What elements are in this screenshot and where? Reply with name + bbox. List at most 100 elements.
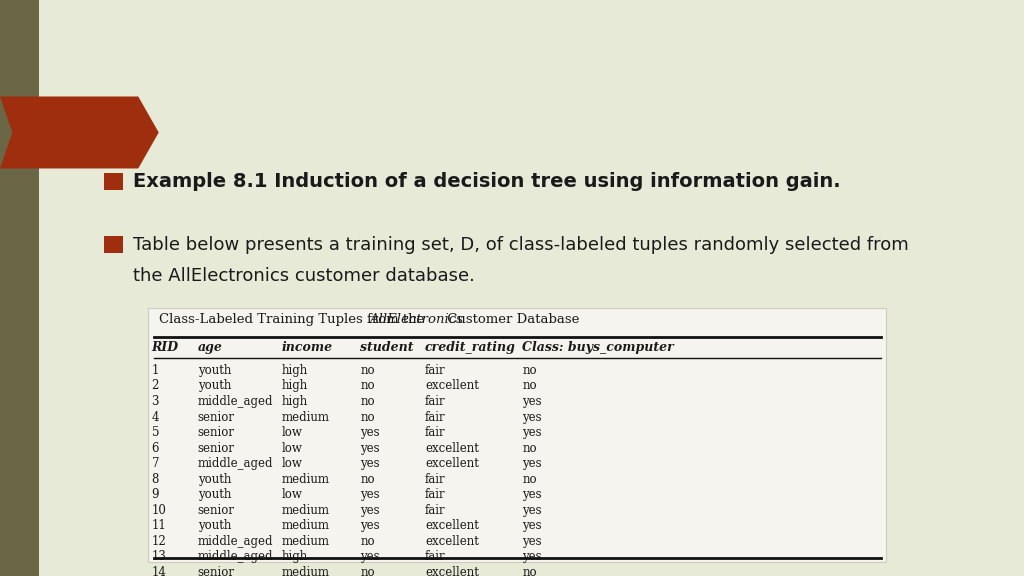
Text: high: high (282, 551, 308, 563)
Text: no: no (522, 364, 537, 377)
Text: 12: 12 (152, 535, 166, 548)
Text: RID: RID (152, 341, 178, 354)
Text: 2: 2 (152, 380, 159, 392)
Text: 13: 13 (152, 551, 167, 563)
Polygon shape (0, 97, 159, 169)
Text: medium: medium (282, 504, 330, 517)
Text: 14: 14 (152, 566, 167, 576)
Text: 6: 6 (152, 442, 159, 454)
Text: middle_aged: middle_aged (198, 535, 273, 548)
Text: 1: 1 (152, 364, 159, 377)
Text: the AllElectronics customer database.: the AllElectronics customer database. (133, 267, 475, 286)
Text: fair: fair (425, 411, 445, 423)
Text: yes: yes (360, 457, 380, 470)
Text: medium: medium (282, 473, 330, 486)
Text: Table below presents a training set, D, of class-labeled tuples randomly selecte: Table below presents a training set, D, … (133, 236, 909, 254)
Text: no: no (522, 566, 537, 576)
Text: medium: medium (282, 535, 330, 548)
Text: 8: 8 (152, 473, 159, 486)
Text: fair: fair (425, 426, 445, 439)
Text: senior: senior (198, 411, 234, 423)
Text: youth: youth (198, 520, 231, 532)
Text: excellent: excellent (425, 457, 479, 470)
Text: 10: 10 (152, 504, 167, 517)
Text: yes: yes (360, 520, 380, 532)
Text: fair: fair (425, 504, 445, 517)
Text: yes: yes (360, 442, 380, 454)
FancyBboxPatch shape (148, 308, 886, 562)
Text: high: high (282, 380, 308, 392)
Text: 5: 5 (152, 426, 159, 439)
Text: middle_aged: middle_aged (198, 457, 273, 470)
Text: youth: youth (198, 488, 231, 501)
Text: no: no (360, 364, 375, 377)
Text: yes: yes (522, 551, 542, 563)
Text: income: income (282, 341, 333, 354)
Text: high: high (282, 364, 308, 377)
Text: fair: fair (425, 395, 445, 408)
Text: excellent: excellent (425, 535, 479, 548)
Text: senior: senior (198, 566, 234, 576)
Text: yes: yes (522, 504, 542, 517)
Text: no: no (360, 566, 375, 576)
Text: 4: 4 (152, 411, 159, 423)
Text: fair: fair (425, 364, 445, 377)
Text: no: no (522, 442, 537, 454)
Text: excellent: excellent (425, 380, 479, 392)
Bar (104, 173, 123, 190)
Text: yes: yes (522, 488, 542, 501)
Text: excellent: excellent (425, 520, 479, 532)
Text: 11: 11 (152, 520, 166, 532)
Text: yes: yes (360, 504, 380, 517)
Text: high: high (282, 395, 308, 408)
Text: yes: yes (522, 426, 542, 439)
Text: Class: buys_computer: Class: buys_computer (522, 341, 674, 354)
Text: senior: senior (198, 504, 234, 517)
Text: Customer Database: Customer Database (443, 313, 580, 326)
Text: no: no (360, 380, 375, 392)
Text: youth: youth (198, 473, 231, 486)
Text: AllElectronics: AllElectronics (369, 313, 463, 326)
Text: low: low (282, 457, 302, 470)
Text: Example 8.1 Induction of a decision tree using information gain.: Example 8.1 Induction of a decision tree… (133, 172, 841, 191)
Text: no: no (360, 395, 375, 408)
Text: yes: yes (522, 520, 542, 532)
Text: excellent: excellent (425, 442, 479, 454)
Text: medium: medium (282, 520, 330, 532)
Text: excellent: excellent (425, 566, 479, 576)
Text: fair: fair (425, 551, 445, 563)
Text: youth: youth (198, 364, 231, 377)
Text: yes: yes (360, 488, 380, 501)
Text: yes: yes (522, 535, 542, 548)
Text: medium: medium (282, 566, 330, 576)
Text: no: no (360, 411, 375, 423)
Text: student: student (360, 341, 414, 354)
Text: yes: yes (522, 411, 542, 423)
Bar (0, 0, 39, 576)
Text: no: no (360, 535, 375, 548)
Text: credit_rating: credit_rating (425, 341, 516, 354)
Text: senior: senior (198, 442, 234, 454)
Text: middle_aged: middle_aged (198, 551, 273, 563)
Text: yes: yes (360, 551, 380, 563)
Text: no: no (360, 473, 375, 486)
Text: no: no (522, 473, 537, 486)
Text: youth: youth (198, 380, 231, 392)
Bar (104, 236, 123, 253)
Text: age: age (198, 341, 222, 354)
Text: medium: medium (282, 411, 330, 423)
Text: senior: senior (198, 426, 234, 439)
Text: low: low (282, 442, 302, 454)
Text: 7: 7 (152, 457, 159, 470)
Text: yes: yes (360, 426, 380, 439)
Text: fair: fair (425, 473, 445, 486)
Text: 3: 3 (152, 395, 159, 408)
Text: Class-Labeled Training Tuples from the: Class-Labeled Training Tuples from the (159, 313, 428, 326)
Text: no: no (522, 380, 537, 392)
Text: low: low (282, 426, 302, 439)
Text: 9: 9 (152, 488, 159, 501)
Text: fair: fair (425, 488, 445, 501)
Text: yes: yes (522, 395, 542, 408)
Text: middle_aged: middle_aged (198, 395, 273, 408)
Text: low: low (282, 488, 302, 501)
